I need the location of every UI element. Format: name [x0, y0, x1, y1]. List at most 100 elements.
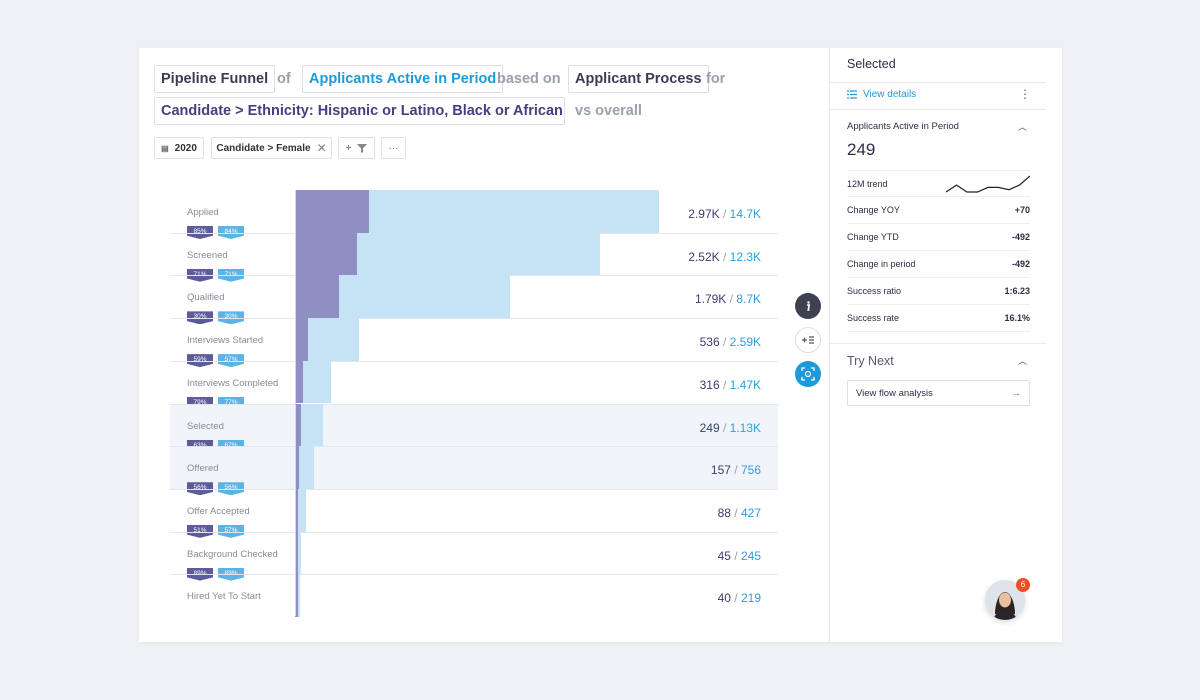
segment-value: 2.97K — [688, 207, 720, 221]
segment-value: 1.79K — [694, 292, 727, 307]
view-details-label: View details — [863, 89, 917, 100]
population-chip[interactable]: Applicants Active in Period — [302, 65, 504, 93]
conversion-badge-overall: 84% — [218, 226, 244, 239]
stage-values: 40 / 219 — [579, 591, 761, 605]
stat-row: Success rate 16.1% — [847, 305, 1030, 332]
stat-value: -492 — [1011, 232, 1030, 242]
stage-label: Selected — [187, 420, 224, 432]
divider — [830, 343, 1046, 344]
value-separator: / — [726, 292, 737, 307]
segment-value: 2.52K — [688, 249, 720, 264]
overall-value: 1.47K — [729, 377, 761, 392]
stage-label: Screened — [187, 249, 228, 261]
year-filter[interactable]: ▤ 2020 — [154, 137, 204, 159]
trend-label: 12M trend — [847, 178, 888, 189]
comparison-word: vs overall — [575, 103, 642, 119]
funnel-bar-overall[interactable] — [295, 488, 306, 532]
year-filter-label: 2020 — [174, 142, 197, 154]
row-separator — [170, 488, 778, 490]
funnel-bar-segment[interactable] — [295, 275, 340, 319]
divider — [830, 82, 1046, 83]
value-separator: / — [719, 420, 730, 435]
value-separator: / — [719, 249, 730, 264]
stage-label: Offered — [187, 463, 219, 475]
notification-badge: 6 — [1016, 578, 1030, 592]
highlight-band — [170, 403, 778, 447]
segment-value: 316 — [699, 377, 720, 392]
stage-label: Qualified — [187, 292, 225, 304]
info-icon[interactable] — [795, 293, 821, 319]
stat-value: -492 — [1011, 259, 1030, 269]
funnel-bar-segment[interactable] — [295, 318, 309, 361]
funnel-bar-segment[interactable] — [295, 360, 303, 404]
segment-value: 45 — [717, 548, 731, 563]
funnel-bar-segment[interactable] — [295, 446, 299, 489]
funnel-bar-overall[interactable] — [295, 531, 302, 575]
overall-value: 219 — [740, 591, 761, 606]
overall-value: 2.59K — [729, 335, 761, 350]
funnel-bar-overall[interactable] — [295, 446, 314, 489]
funnel-bar-segment[interactable] — [295, 574, 298, 617]
collapse-icon[interactable]: ︿ — [1018, 122, 1028, 132]
stage-label: Background Checked — [187, 548, 278, 560]
overall-value: 8.7K — [736, 292, 761, 307]
kebab-icon[interactable]: ⋮ — [1019, 87, 1031, 101]
segment-value: 88 — [717, 505, 731, 520]
conversion-badge-segment: 71% — [187, 268, 213, 282]
stat-row: Change YTD -492 — [847, 224, 1030, 251]
collapse-icon[interactable]: ︿ — [1018, 356, 1028, 366]
focus-icon[interactable] — [795, 361, 821, 387]
flow-button-label: View flow analysis — [856, 387, 933, 399]
overall-value: 427 — [740, 505, 761, 520]
funnel-bar-segment[interactable] — [295, 232, 358, 276]
stage-values: 88 / 427 — [579, 506, 761, 520]
stat-label: Success rate — [847, 313, 900, 323]
gender-filter[interactable]: Candidate > Female ✕ — [211, 137, 332, 159]
divider — [830, 109, 1046, 110]
trend-sparkline — [946, 175, 1030, 193]
of-word: of — [277, 71, 291, 87]
conversion-badge-overall: 57% — [218, 354, 244, 368]
conversion-badge-overall: 89% — [218, 567, 244, 581]
add-list-icon[interactable] — [795, 327, 821, 353]
stat-row: Change in period -492 — [847, 251, 1030, 278]
stat-label: Change YOY — [847, 205, 900, 215]
highlight-band — [170, 446, 778, 490]
process-chip[interactable]: Applicant Process — [568, 65, 709, 93]
stage-label: Applied — [187, 207, 219, 218]
view-details-link[interactable]: View details — [847, 89, 916, 100]
stage-values: 316 / 1.47K — [579, 378, 761, 392]
conversion-badge-segment: 30% — [187, 311, 213, 325]
segment-chip[interactable]: Candidate > Ethnicity: Hispanic or Latin… — [154, 97, 565, 125]
segment-value: 249 — [699, 420, 720, 435]
conversion-badge-overall: 57% — [218, 524, 244, 538]
conversion-badge-segment: 59% — [187, 354, 213, 368]
close-icon[interactable]: ✕ — [316, 141, 327, 155]
metric-chip[interactable]: Pipeline Funnel — [154, 65, 276, 93]
funnel-bar-segment[interactable] — [295, 488, 298, 532]
conversion-badge-overall: 56% — [218, 482, 244, 496]
stage-values: 157 / 756 — [579, 463, 761, 477]
funnel-bar-segment[interactable] — [295, 531, 298, 575]
view-flow-analysis-button[interactable]: View flow analysis → — [847, 380, 1030, 406]
add-filter-button[interactable]: + — [338, 137, 375, 159]
overall-value: 12.3K — [729, 249, 761, 264]
more-options-button[interactable]: ··· — [381, 137, 406, 159]
list-icon — [847, 90, 857, 99]
value-separator: / — [730, 548, 741, 563]
funnel-bar-segment[interactable] — [295, 403, 302, 447]
stage-values: 2.52K / 12.3K — [579, 250, 761, 264]
row-separator — [170, 531, 778, 533]
value-separator: / — [730, 505, 741, 520]
segment-value: 536 — [699, 335, 720, 350]
stage-values: 2.97K / 14.7K — [579, 207, 761, 221]
overall-value: 1.13K — [729, 420, 761, 435]
stage-values: 536 / 2.59K — [579, 335, 761, 349]
gender-filter-label: Candidate > Female — [216, 142, 311, 154]
value-separator: / — [719, 335, 730, 350]
trend-line — [946, 175, 1030, 193]
trend-row: 12M trend — [847, 170, 1030, 197]
funnel-bar-segment[interactable] — [295, 190, 369, 233]
stat-row: Change YOY +70 — [847, 197, 1030, 224]
try-next-heading: Try Next — [847, 354, 894, 368]
